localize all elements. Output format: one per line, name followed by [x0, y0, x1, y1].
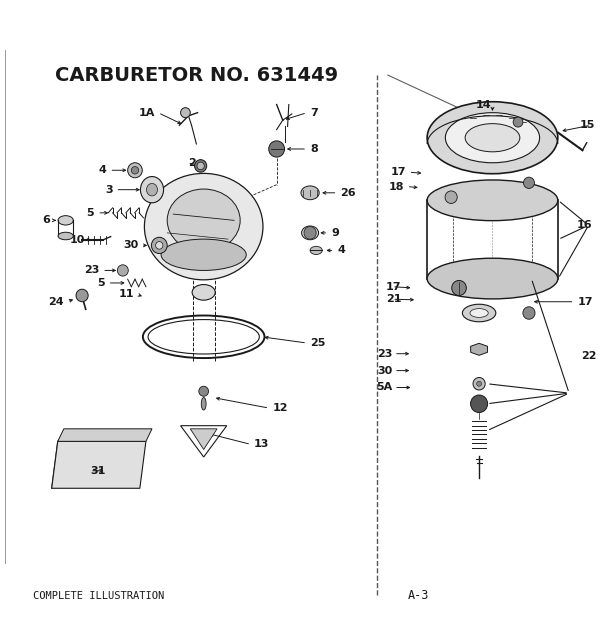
Circle shape [197, 162, 204, 170]
Text: 12: 12 [272, 403, 288, 413]
Circle shape [76, 289, 88, 302]
Text: 31: 31 [90, 466, 105, 476]
Circle shape [523, 177, 534, 188]
Text: 10: 10 [70, 235, 85, 245]
Text: 8: 8 [310, 144, 318, 154]
Circle shape [117, 265, 128, 276]
Ellipse shape [147, 183, 157, 196]
Text: 15: 15 [579, 120, 595, 130]
Circle shape [131, 167, 139, 174]
Ellipse shape [470, 309, 488, 317]
Circle shape [452, 280, 466, 295]
Ellipse shape [58, 232, 73, 240]
Text: CARBURETOR NO. 631449: CARBURETOR NO. 631449 [55, 66, 338, 85]
Circle shape [523, 307, 535, 319]
Circle shape [181, 108, 190, 118]
Circle shape [473, 377, 485, 390]
Text: 3: 3 [105, 185, 112, 195]
Ellipse shape [201, 398, 206, 410]
Text: 16: 16 [577, 220, 593, 230]
Ellipse shape [167, 189, 240, 252]
Ellipse shape [465, 124, 520, 151]
Text: 5A: 5A [376, 382, 392, 393]
Text: 23: 23 [84, 265, 99, 275]
Circle shape [471, 395, 488, 413]
Text: 6: 6 [42, 215, 50, 225]
Text: 9: 9 [331, 228, 339, 238]
Polygon shape [52, 441, 146, 488]
Text: 22: 22 [581, 351, 596, 361]
Circle shape [445, 191, 457, 203]
Ellipse shape [145, 173, 263, 280]
Text: 4: 4 [98, 165, 106, 175]
Text: 30: 30 [377, 366, 392, 376]
Circle shape [304, 227, 316, 239]
Ellipse shape [427, 101, 558, 173]
Circle shape [156, 242, 163, 249]
Ellipse shape [462, 304, 496, 322]
Text: 21: 21 [386, 294, 401, 304]
Ellipse shape [192, 284, 215, 300]
Circle shape [199, 386, 209, 396]
Ellipse shape [302, 226, 319, 240]
Text: 17: 17 [578, 297, 593, 307]
Ellipse shape [427, 180, 558, 221]
Polygon shape [190, 429, 217, 449]
Circle shape [128, 163, 142, 178]
Text: COMPLETE ILLUSTRATION: COMPLETE ILLUSTRATION [33, 591, 165, 601]
Text: 7: 7 [310, 108, 318, 118]
Text: 23: 23 [377, 349, 392, 359]
Polygon shape [58, 429, 152, 441]
Text: 4: 4 [337, 245, 345, 255]
Text: 5: 5 [97, 278, 105, 288]
Text: 14: 14 [475, 100, 491, 110]
Polygon shape [471, 343, 488, 356]
Text: 1A: 1A [139, 108, 155, 118]
Text: 17: 17 [391, 167, 406, 177]
Ellipse shape [310, 247, 322, 255]
Ellipse shape [427, 258, 558, 299]
Text: 11: 11 [119, 289, 134, 299]
Text: 2: 2 [188, 158, 196, 168]
Text: 26: 26 [340, 188, 356, 198]
Circle shape [195, 160, 207, 172]
Text: A-3: A-3 [407, 590, 429, 602]
Text: 25: 25 [310, 338, 325, 348]
Text: 24: 24 [48, 297, 64, 307]
Circle shape [269, 141, 285, 157]
Ellipse shape [58, 215, 73, 225]
Text: 17: 17 [386, 282, 401, 292]
Ellipse shape [301, 186, 319, 200]
Circle shape [151, 237, 167, 254]
Ellipse shape [140, 177, 164, 203]
Ellipse shape [161, 239, 246, 270]
Text: 5: 5 [86, 208, 94, 218]
Circle shape [513, 117, 523, 127]
Circle shape [477, 381, 482, 386]
Text: 18: 18 [389, 182, 404, 192]
Text: 13: 13 [254, 439, 269, 449]
Ellipse shape [445, 113, 540, 163]
Text: 30: 30 [123, 240, 139, 250]
